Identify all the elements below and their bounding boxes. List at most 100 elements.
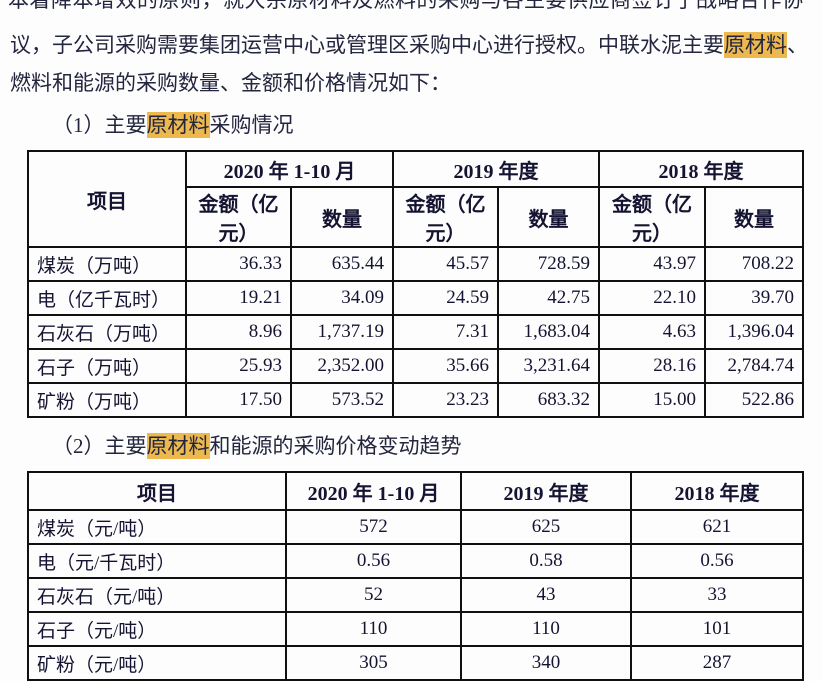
cell-value: 0.56: [630, 543, 804, 579]
table-row: 煤炭（元/吨） 572 625 621: [27, 509, 804, 545]
row-label: 石灰石（元/吨）: [27, 577, 287, 613]
col-header-2018: 2018 年度: [630, 471, 804, 511]
cell-value: 34.09: [290, 280, 394, 316]
col-header-amount-2020: 金额（亿元）: [185, 186, 292, 248]
section2-heading-post: 和能源的采购价格变动趋势: [209, 434, 462, 458]
col-header-item: 项目: [27, 471, 287, 511]
col-group-2018: 2018 年度: [598, 150, 804, 188]
cell-value: 2,784.74: [704, 348, 804, 384]
col-header-amount-2018: 金额（亿元）: [598, 186, 706, 248]
intro-paragraph: 议，子公司采购需要集团运营中心或管理区采购中心进行授权。中联水泥主要原材料、 燃…: [10, 26, 812, 102]
cell-value: 4.63: [598, 314, 706, 350]
cell-value: 36.33: [185, 246, 292, 282]
col-group-2019: 2019 年度: [392, 150, 600, 188]
cell-value: 17.50: [185, 382, 292, 418]
section1-heading-pre: （1）主要: [52, 113, 147, 137]
cell-value: 23.23: [392, 382, 499, 418]
procurement-amount-table: 项目 2020 年 1-10 月 2019 年度 2018 年度 金额（亿元） …: [27, 150, 804, 418]
cell-value: 0.56: [285, 543, 462, 579]
cell-value: 572: [285, 509, 462, 545]
table-row: 电（元/千瓦时） 0.56 0.58 0.56: [27, 543, 804, 579]
cell-value: 15.00: [598, 382, 706, 418]
paragraph-line-2-text: 燃料和能源的采购数量、金额和价格情况如下：: [10, 71, 451, 95]
table-row: 矿粉（元/吨） 305 340 287: [27, 645, 804, 681]
row-label: 矿粉（元/吨）: [27, 645, 287, 681]
table-row: 石灰石（元/吨） 52 43 33: [27, 577, 804, 613]
cell-value: 39.70: [704, 280, 804, 316]
cell-value: 1,737.19: [290, 314, 394, 350]
highlight-raw-materials: 原材料: [146, 433, 210, 459]
cell-value: 52: [285, 577, 462, 613]
cell-value: 625: [460, 509, 632, 545]
cell-value: 7.31: [392, 314, 499, 350]
cell-value: 1,396.04: [704, 314, 804, 350]
cell-value: 33: [630, 577, 804, 613]
cell-value: 621: [630, 509, 804, 545]
cell-value: 708.22: [704, 246, 804, 282]
col-header-item: 项目: [27, 150, 187, 248]
cell-value: 683.32: [497, 382, 600, 418]
cell-value: 305: [285, 645, 462, 681]
price-trend-table: 项目 2020 年 1-10 月 2019 年度 2018 年度 煤炭（元/吨）…: [27, 471, 804, 681]
cell-value: 28.16: [598, 348, 706, 384]
row-label: 石灰石（万吨）: [27, 314, 187, 350]
cell-value: 45.57: [392, 246, 499, 282]
cell-value: 110: [285, 611, 462, 647]
cell-value: 635.44: [290, 246, 394, 282]
table-row: 石子（万吨） 25.93 2,352.00 35.66 3,231.64 28.…: [27, 348, 804, 384]
cell-value: 19.21: [185, 280, 292, 316]
highlight-raw-materials: 原材料: [724, 32, 787, 58]
paragraph-line-1-tail: 、: [787, 33, 808, 57]
cell-value: 101: [630, 611, 804, 647]
paragraph-line-1: 议，子公司采购需要集团运营中心或管理区采购中心进行授权。中联水泥主要原材料、: [10, 26, 812, 64]
table-row: 石灰石（万吨） 8.96 1,737.19 7.31 1,683.04 4.63…: [27, 314, 804, 350]
table-header-row: 项目 2020 年 1-10 月 2019 年度 2018 年度: [27, 471, 804, 511]
cell-value: 0.58: [460, 543, 632, 579]
section1-heading-post: 采购情况: [209, 113, 294, 137]
table-header-row-subs: 金额（亿元） 数量 金额（亿元） 数量 金额（亿元） 数量: [28, 186, 804, 248]
cell-value: 25.93: [185, 348, 292, 384]
cell-value: 287: [630, 645, 804, 681]
section1-heading: （1）主要原材料采购情况: [52, 110, 822, 140]
table-row: 石子（元/吨） 110 110 101: [27, 611, 804, 647]
table-row: 矿粉（万吨） 17.50 573.52 23.23 683.32 15.00 5…: [27, 382, 804, 418]
cell-value: 3,231.64: [497, 348, 600, 384]
row-label: 煤炭（元/吨）: [27, 509, 287, 545]
col-header-2020: 2020 年 1-10 月: [285, 471, 462, 511]
cell-value: 2,352.00: [290, 348, 394, 384]
col-header-qty-2018: 数量: [704, 186, 804, 248]
cell-value: 35.66: [392, 348, 499, 384]
table-header-row-groups: 项目 2020 年 1-10 月 2019 年度 2018 年度: [27, 150, 804, 248]
row-label: 矿粉（万吨）: [27, 382, 187, 418]
truncated-top-line: 本着降本增效的原则，就大宗原材料及燃料的采购与各主要供应商签订了战略合作协: [0, 0, 822, 11]
cell-value: 43: [460, 577, 632, 613]
highlight-raw-materials: 原材料: [146, 112, 210, 138]
truncated-top-line-text: 本着降本增效的原则，就大宗原材料及燃料的采购与各主要供应商签订了战略合作协: [8, 0, 804, 11]
col-header-2019: 2019 年度: [460, 471, 632, 511]
row-label: 电（元/千瓦时）: [27, 543, 287, 579]
col-group-2020: 2020 年 1-10 月: [185, 150, 394, 188]
row-label: 石子（万吨）: [27, 348, 187, 384]
cell-value: 1,683.04: [497, 314, 600, 350]
cell-value: 110: [460, 611, 632, 647]
cell-value: 573.52: [290, 382, 394, 418]
cell-value: 24.59: [392, 280, 499, 316]
cell-value: 522.86: [704, 382, 804, 418]
cell-value: 42.75: [497, 280, 600, 316]
col-header-qty-2020: 数量: [290, 186, 394, 248]
cell-value: 22.10: [598, 280, 706, 316]
cell-value: 340: [460, 645, 632, 681]
row-label: 石子（元/吨）: [27, 611, 287, 647]
table-row: 电（亿千瓦时） 19.21 34.09 24.59 42.75 22.10 39…: [27, 280, 804, 316]
col-header-qty-2019: 数量: [497, 186, 600, 248]
row-label: 电（亿千瓦时）: [27, 280, 187, 316]
paragraph-line-1-text: 议，子公司采购需要集团运营中心或管理区采购中心进行授权。中联水泥主要: [10, 33, 724, 57]
row-label: 煤炭（万吨）: [27, 246, 187, 282]
cell-value: 728.59: [497, 246, 600, 282]
table-row: 煤炭（万吨） 36.33 635.44 45.57 728.59 43.97 7…: [27, 246, 804, 282]
col-header-amount-2019: 金额（亿元）: [392, 186, 499, 248]
section2-heading: （2）主要原材料和能源的采购价格变动趋势: [52, 431, 822, 461]
paragraph-line-2: 燃料和能源的采购数量、金额和价格情况如下：: [10, 64, 812, 102]
cell-value: 8.96: [185, 314, 292, 350]
section2-heading-pre: （2）主要: [52, 434, 147, 458]
